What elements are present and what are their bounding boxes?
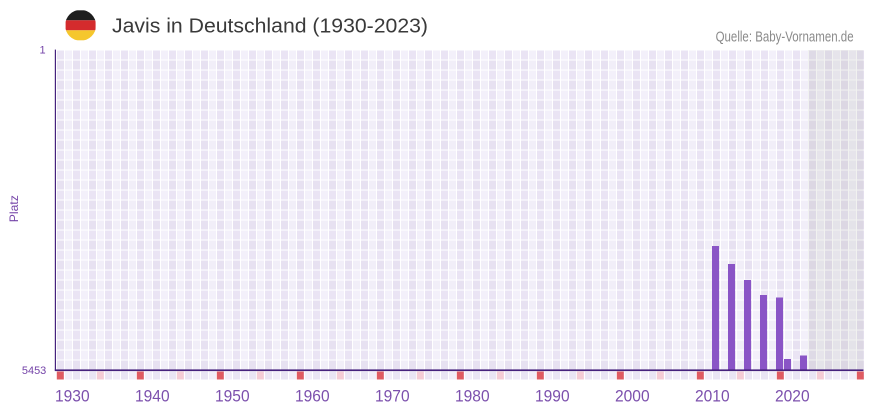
svg-text:5453: 5453 <box>22 365 46 377</box>
svg-text:1970: 1970 <box>375 388 410 406</box>
svg-text:2010: 2010 <box>695 388 730 406</box>
svg-text:1930: 1930 <box>55 388 90 406</box>
svg-text:Javis in Deutschland (1930-202: Javis in Deutschland (1930-2023) <box>112 16 428 38</box>
svg-text:1940: 1940 <box>135 388 170 406</box>
svg-text:1960: 1960 <box>295 388 330 406</box>
svg-text:2020: 2020 <box>775 388 810 406</box>
svg-text:1990: 1990 <box>535 388 570 406</box>
svg-text:1: 1 <box>39 45 45 57</box>
svg-text:Platz: Platz <box>7 195 21 222</box>
svg-text:2000: 2000 <box>615 388 650 406</box>
svg-text:1950: 1950 <box>215 388 250 406</box>
svg-text:1980: 1980 <box>455 388 490 406</box>
svg-text:Quelle: Baby-Vornamen.de: Quelle: Baby-Vornamen.de <box>716 30 854 46</box>
